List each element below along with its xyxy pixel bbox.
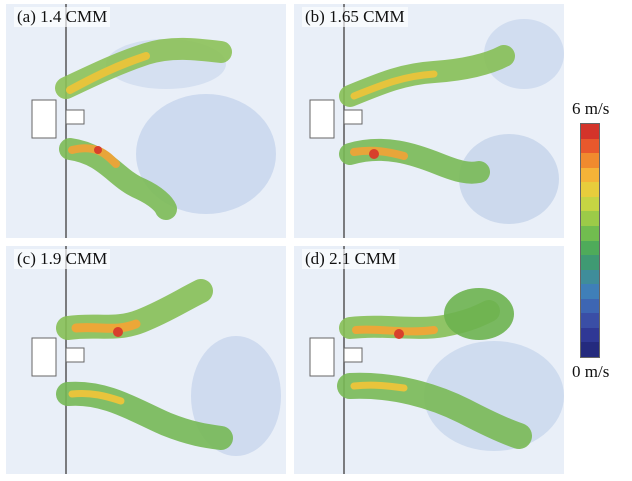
colorbar-segment: [581, 240, 599, 256]
velocity-colorbar: [580, 123, 600, 358]
block-icon: [65, 347, 85, 363]
block-icon: [343, 347, 363, 363]
colorbar-max-label: 6 m/s: [572, 99, 610, 118]
colorbar-segment: [581, 255, 599, 270]
velocity-field-c: [6, 246, 286, 474]
colorbar-segment: [581, 211, 599, 226]
panel-label: (a) 1.4 CMM: [14, 7, 111, 27]
panel-label: (d) 2.1 CMM: [302, 249, 400, 269]
colorbar-segment: [581, 284, 599, 299]
colorbar-segment: [581, 298, 599, 314]
colorbar-segment: [581, 153, 599, 168]
block-icon: [309, 337, 335, 377]
flow-panel-a: (a) 1.4 CMM: [6, 4, 286, 238]
panel-label: (c) 1.9 CMM: [14, 249, 111, 269]
block-icon: [65, 109, 85, 125]
velocity-field-b: [294, 4, 564, 238]
colorbar-segment: [581, 313, 599, 328]
block-icon: [309, 99, 335, 139]
block-icon: [31, 99, 57, 139]
block-icon: [31, 337, 57, 377]
colorbar-segment: [581, 138, 599, 154]
panel-label: (b) 1.65 CMM: [302, 7, 408, 27]
colorbar-segment: [581, 327, 599, 343]
colorbar-segment: [581, 342, 599, 357]
block-icon: [343, 109, 363, 125]
colorbar-segment: [581, 167, 599, 183]
colorbar-segment: [581, 225, 599, 241]
velocity-field-a: [6, 4, 286, 238]
flow-panel-b: (b) 1.65 CMM: [294, 4, 564, 238]
colorbar-segment: [581, 196, 599, 212]
velocity-field-d: [294, 246, 564, 474]
flow-panel-c: (c) 1.9 CMM: [6, 246, 286, 474]
flow-panel-d: (d) 2.1 CMM: [294, 246, 564, 474]
colorbar-segment: [581, 124, 599, 139]
colorbar-segment: [581, 182, 599, 197]
colorbar-segment: [581, 269, 599, 285]
colorbar-min-label: 0 m/s: [572, 362, 610, 381]
